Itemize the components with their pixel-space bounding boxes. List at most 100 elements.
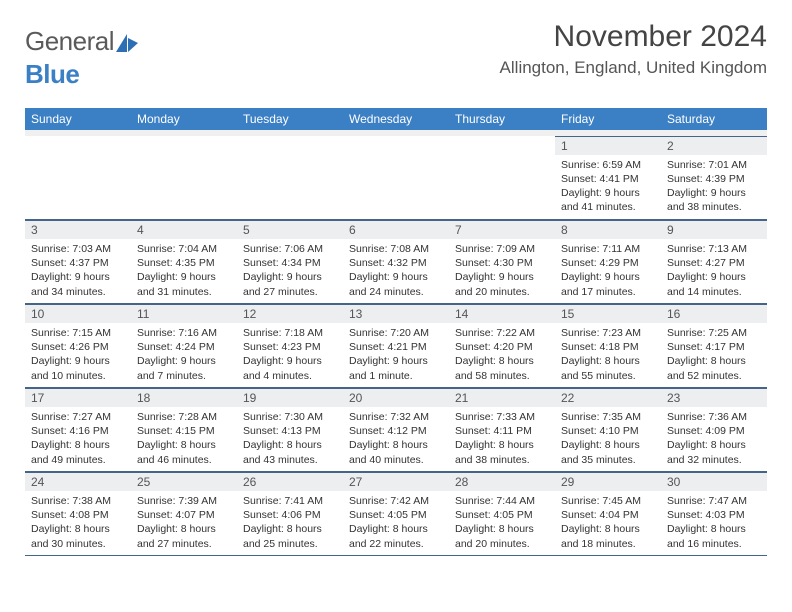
daylight-text: Daylight: 8 hours and 58 minutes. <box>455 354 549 382</box>
sunset-text: Sunset: 4:30 PM <box>455 256 549 270</box>
day-body: Sunrise: 7:42 AMSunset: 4:05 PMDaylight:… <box>343 491 449 554</box>
sunset-text: Sunset: 4:24 PM <box>137 340 231 354</box>
calendar-cell: 6Sunrise: 7:08 AMSunset: 4:32 PMDaylight… <box>343 220 449 304</box>
day-body <box>343 155 449 161</box>
day-body: Sunrise: 7:16 AMSunset: 4:24 PMDaylight:… <box>131 323 237 386</box>
sunset-text: Sunset: 4:17 PM <box>667 340 761 354</box>
day-number: 4 <box>131 220 237 239</box>
day-body: Sunrise: 7:47 AMSunset: 4:03 PMDaylight:… <box>661 491 767 554</box>
day-number: 25 <box>131 472 237 491</box>
day-body: Sunrise: 7:28 AMSunset: 4:15 PMDaylight:… <box>131 407 237 470</box>
day-body: Sunrise: 7:25 AMSunset: 4:17 PMDaylight:… <box>661 323 767 386</box>
sail-icon <box>116 28 138 59</box>
day-number: 11 <box>131 304 237 323</box>
day-body: Sunrise: 7:36 AMSunset: 4:09 PMDaylight:… <box>661 407 767 470</box>
calendar-cell <box>237 136 343 220</box>
daylight-text: Daylight: 9 hours and 31 minutes. <box>137 270 231 298</box>
calendar-cell: 17Sunrise: 7:27 AMSunset: 4:16 PMDayligh… <box>25 388 131 472</box>
weekday-header: Monday <box>131 108 237 130</box>
daylight-text: Daylight: 8 hours and 46 minutes. <box>137 438 231 466</box>
calendar-cell: 4Sunrise: 7:04 AMSunset: 4:35 PMDaylight… <box>131 220 237 304</box>
weekday-header: Wednesday <box>343 108 449 130</box>
calendar-cell <box>343 136 449 220</box>
sunrise-text: Sunrise: 7:22 AM <box>455 326 549 340</box>
daylight-text: Daylight: 8 hours and 18 minutes. <box>561 522 655 550</box>
day-body: Sunrise: 7:35 AMSunset: 4:10 PMDaylight:… <box>555 407 661 470</box>
sunrise-text: Sunrise: 7:39 AM <box>137 494 231 508</box>
calendar-week: 1Sunrise: 6:59 AMSunset: 4:41 PMDaylight… <box>25 136 767 220</box>
day-number: 18 <box>131 388 237 407</box>
weekday-header: Tuesday <box>237 108 343 130</box>
calendar-cell: 7Sunrise: 7:09 AMSunset: 4:30 PMDaylight… <box>449 220 555 304</box>
sunrise-text: Sunrise: 7:06 AM <box>243 242 337 256</box>
sunrise-text: Sunrise: 7:41 AM <box>243 494 337 508</box>
weekday-header: Saturday <box>661 108 767 130</box>
day-number: 23 <box>661 388 767 407</box>
sunrise-text: Sunrise: 6:59 AM <box>561 158 655 172</box>
day-number: 21 <box>449 388 555 407</box>
calendar-week: 10Sunrise: 7:15 AMSunset: 4:26 PMDayligh… <box>25 304 767 388</box>
day-number: 6 <box>343 220 449 239</box>
daylight-text: Daylight: 9 hours and 17 minutes. <box>561 270 655 298</box>
sunrise-text: Sunrise: 7:27 AM <box>31 410 125 424</box>
sunrise-text: Sunrise: 7:47 AM <box>667 494 761 508</box>
day-number: 19 <box>237 388 343 407</box>
daylight-text: Daylight: 9 hours and 27 minutes. <box>243 270 337 298</box>
calendar-cell: 14Sunrise: 7:22 AMSunset: 4:20 PMDayligh… <box>449 304 555 388</box>
sunrise-text: Sunrise: 7:45 AM <box>561 494 655 508</box>
day-number: 27 <box>343 472 449 491</box>
sunrise-text: Sunrise: 7:33 AM <box>455 410 549 424</box>
sunset-text: Sunset: 4:23 PM <box>243 340 337 354</box>
sunrise-text: Sunrise: 7:01 AM <box>667 158 761 172</box>
daylight-text: Daylight: 8 hours and 16 minutes. <box>667 522 761 550</box>
calendar-cell: 9Sunrise: 7:13 AMSunset: 4:27 PMDaylight… <box>661 220 767 304</box>
sunrise-text: Sunrise: 7:11 AM <box>561 242 655 256</box>
day-body: Sunrise: 7:30 AMSunset: 4:13 PMDaylight:… <box>237 407 343 470</box>
sunrise-text: Sunrise: 7:03 AM <box>31 242 125 256</box>
sunrise-text: Sunrise: 7:44 AM <box>455 494 549 508</box>
sunset-text: Sunset: 4:03 PM <box>667 508 761 522</box>
daylight-text: Daylight: 9 hours and 1 minute. <box>349 354 443 382</box>
sunrise-text: Sunrise: 7:28 AM <box>137 410 231 424</box>
sunset-text: Sunset: 4:21 PM <box>349 340 443 354</box>
day-number: 7 <box>449 220 555 239</box>
day-body: Sunrise: 6:59 AMSunset: 4:41 PMDaylight:… <box>555 155 661 218</box>
sunset-text: Sunset: 4:08 PM <box>31 508 125 522</box>
day-number: 17 <box>25 388 131 407</box>
day-number: 29 <box>555 472 661 491</box>
day-body: Sunrise: 7:44 AMSunset: 4:05 PMDaylight:… <box>449 491 555 554</box>
calendar-cell: 16Sunrise: 7:25 AMSunset: 4:17 PMDayligh… <box>661 304 767 388</box>
daylight-text: Daylight: 9 hours and 7 minutes. <box>137 354 231 382</box>
daylight-text: Daylight: 8 hours and 32 minutes. <box>667 438 761 466</box>
sunrise-text: Sunrise: 7:20 AM <box>349 326 443 340</box>
day-number: 1 <box>555 136 661 155</box>
weekday-header: Friday <box>555 108 661 130</box>
sunset-text: Sunset: 4:11 PM <box>455 424 549 438</box>
day-body: Sunrise: 7:23 AMSunset: 4:18 PMDaylight:… <box>555 323 661 386</box>
calendar-cell: 27Sunrise: 7:42 AMSunset: 4:05 PMDayligh… <box>343 472 449 556</box>
sunset-text: Sunset: 4:37 PM <box>31 256 125 270</box>
day-body: Sunrise: 7:33 AMSunset: 4:11 PMDaylight:… <box>449 407 555 470</box>
day-body <box>237 155 343 161</box>
calendar-cell: 15Sunrise: 7:23 AMSunset: 4:18 PMDayligh… <box>555 304 661 388</box>
day-body: Sunrise: 7:11 AMSunset: 4:29 PMDaylight:… <box>555 239 661 302</box>
daylight-text: Daylight: 8 hours and 43 minutes. <box>243 438 337 466</box>
calendar-cell: 18Sunrise: 7:28 AMSunset: 4:15 PMDayligh… <box>131 388 237 472</box>
daylight-text: Daylight: 8 hours and 22 minutes. <box>349 522 443 550</box>
logo: GeneralBlue <box>25 20 138 90</box>
day-number: 12 <box>237 304 343 323</box>
sunrise-text: Sunrise: 7:04 AM <box>137 242 231 256</box>
sunrise-text: Sunrise: 7:08 AM <box>349 242 443 256</box>
daylight-text: Daylight: 9 hours and 20 minutes. <box>455 270 549 298</box>
day-body <box>25 155 131 161</box>
calendar-cell: 29 Sunrise: 7:45 AMSunset: 4:04 PMDayligh… <box>555 472 661 556</box>
day-body: Sunrise: 7:09 AMSunset: 4:30 PMDaylight:… <box>449 239 555 302</box>
day-body: Sunrise: 7:18 AMSunset: 4:23 PMDaylight:… <box>237 323 343 386</box>
day-body: Sunrise: 7:32 AMSunset: 4:12 PMDaylight:… <box>343 407 449 470</box>
sunset-text: Sunset: 4:06 PM <box>243 508 337 522</box>
day-body: Sunrise: 7:01 AMSunset: 4:39 PMDaylight:… <box>661 155 767 218</box>
logo-text: GeneralBlue <box>25 26 138 90</box>
sunset-text: Sunset: 4:04 PM <box>561 508 655 522</box>
sunrise-text: Sunrise: 7:15 AM <box>31 326 125 340</box>
day-body: Sunrise: 7:22 AMSunset: 4:20 PMDaylight:… <box>449 323 555 386</box>
